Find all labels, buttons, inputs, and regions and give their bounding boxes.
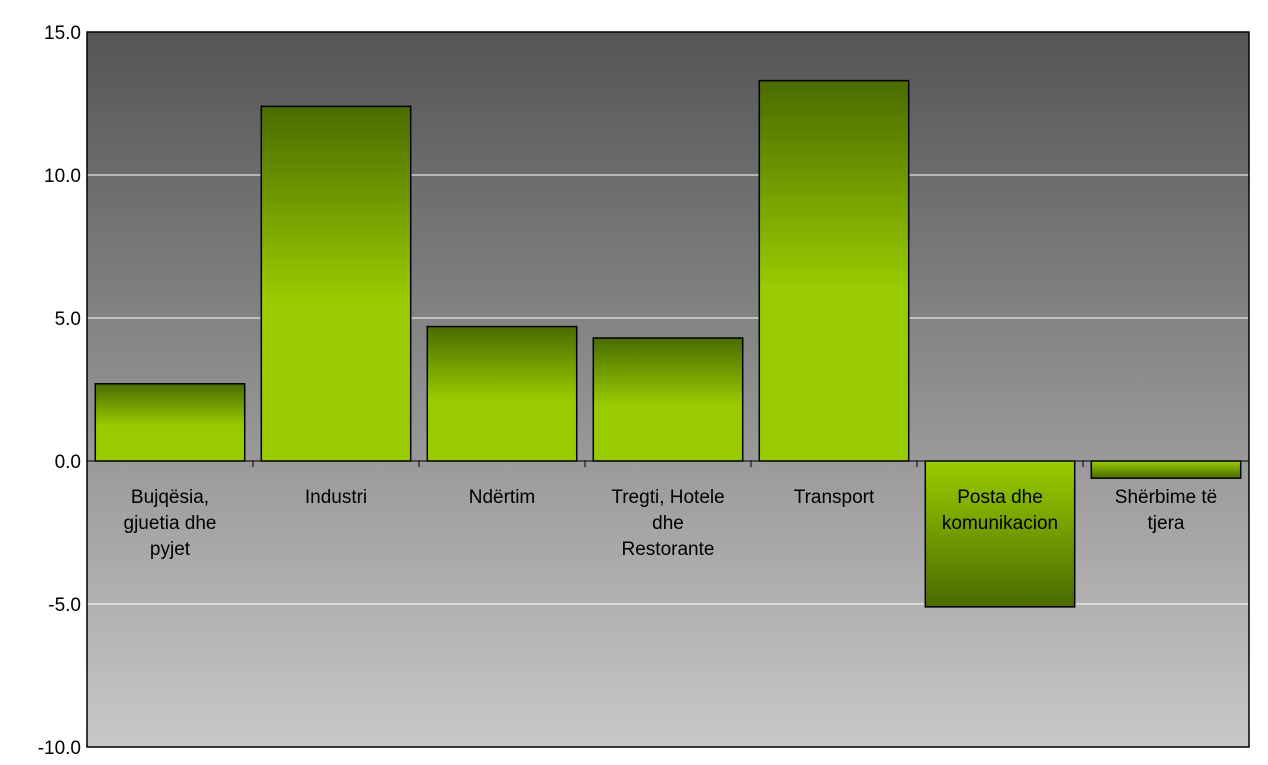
x-tick-label-line: tjera xyxy=(1148,513,1185,534)
bar xyxy=(924,460,1076,608)
x-tick-label: Tregti, Hotele dhe Restorante xyxy=(611,487,724,560)
x-tick-label-line: Transport xyxy=(794,487,875,508)
x-tick-label-line: pyjet xyxy=(150,539,191,560)
bar xyxy=(260,105,412,462)
x-tick-label: Ndërtim xyxy=(469,487,536,508)
bar xyxy=(426,325,578,462)
bar xyxy=(1090,460,1242,479)
bar xyxy=(94,383,246,462)
x-tick-label: Industri xyxy=(305,487,367,508)
x-tick-label-line: Posta dhe xyxy=(957,487,1043,508)
x-tick-label-line: Shërbime të xyxy=(1115,487,1217,508)
x-tick-label-line: Industri xyxy=(305,487,367,508)
y-tick-label: 0.0 xyxy=(55,452,81,473)
plot-border xyxy=(86,31,1250,748)
y-tick-label: -10.0 xyxy=(38,738,81,759)
x-tick-label: Transport xyxy=(794,487,875,508)
y-tick-label: 5.0 xyxy=(55,309,81,330)
y-tick-labels: 15.0 10.0 5.0 0.0 -5.0 -10.0 xyxy=(38,23,81,759)
bar xyxy=(758,79,910,462)
x-tick-label: Shërbime të tjera xyxy=(1115,487,1217,534)
bar xyxy=(592,337,744,462)
x-tick-label-line: komunikacion xyxy=(942,513,1058,534)
bars xyxy=(94,79,1242,608)
x-tick-label-line: gjuetia dhe xyxy=(124,513,217,534)
x-tick-marks xyxy=(252,461,1084,467)
x-tick-label: Posta dhe komunikacion xyxy=(942,487,1058,534)
x-tick-label-line: Restorante xyxy=(622,539,715,560)
x-tick-label-line: dhe xyxy=(652,513,684,534)
x-tick-label-line: Tregti, Hotele xyxy=(611,487,724,508)
y-tick-label: 15.0 xyxy=(44,23,81,44)
x-tick-labels: Bujqësia, gjuetia dhe pyjet Industri Ndërtim… xyxy=(124,487,1218,560)
x-tick-label-line: Bujqësia, xyxy=(131,487,209,508)
y-tick-label: -5.0 xyxy=(48,595,81,616)
x-tick-label-line: Ndërtim xyxy=(469,487,536,508)
x-tick-label: Bujqësia, gjuetia dhe pyjet xyxy=(124,487,217,560)
y-tick-label: 10.0 xyxy=(44,166,81,187)
